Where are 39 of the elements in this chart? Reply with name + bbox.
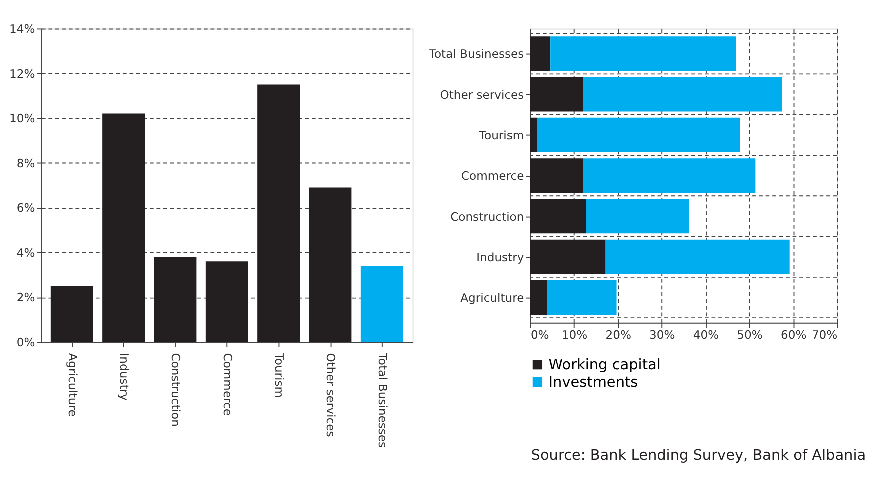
y-tick-label: 8%	[16, 156, 36, 170]
x-tick-label: Total Businesses	[376, 352, 390, 448]
x-tick-label: 40%	[693, 328, 720, 342]
x-tick-label: Agriculture	[66, 353, 80, 417]
y-tick-label: 14%	[10, 22, 36, 36]
legend-label: Working capital	[548, 358, 661, 374]
x-tick-label: 30%	[650, 328, 676, 342]
x-tick-label: Other services	[324, 353, 338, 438]
y-tick-label: 2%	[16, 290, 36, 305]
bar	[50, 286, 94, 342]
y-tick-label: Other services	[440, 88, 524, 102]
x-tick-label: 0%	[530, 328, 550, 342]
bar	[258, 84, 300, 342]
x-tick-label: Construction	[169, 353, 184, 427]
y-tick-label: Industry	[476, 250, 524, 264]
x-tick-label: Tourism	[272, 352, 286, 398]
x-tick-label: 60%	[780, 328, 807, 342]
x-tick-label: 50%	[737, 328, 763, 342]
x-tick-label: Industry	[117, 353, 132, 401]
bar	[360, 266, 404, 342]
y-tick-label: Agriculture	[460, 291, 524, 306]
y-tick-label: 6%	[16, 201, 36, 216]
bar	[102, 114, 146, 342]
y-tick-label: 4%	[16, 246, 36, 260]
y-tick-label: 10%	[10, 112, 36, 126]
y-tick-label: Construction	[450, 210, 524, 224]
x-tick-label: 10%	[562, 328, 588, 342]
y-tick-label: 12%	[10, 66, 36, 81]
source-note: Source: Bank Lending Survey, Bank of Albania	[531, 448, 866, 464]
bar	[154, 257, 197, 342]
y-tick-label: Tourism	[478, 128, 524, 143]
legend-label: Investments	[548, 375, 638, 392]
y-tick-label: Commerce	[461, 169, 524, 184]
y-tick-label: Total Businesses	[428, 47, 524, 62]
bar	[309, 188, 352, 342]
bar	[206, 262, 248, 342]
x-tick-label: 70%	[812, 328, 838, 342]
x-tick-label: 20%	[606, 328, 632, 342]
x-tick-label: Commerce	[220, 353, 235, 416]
